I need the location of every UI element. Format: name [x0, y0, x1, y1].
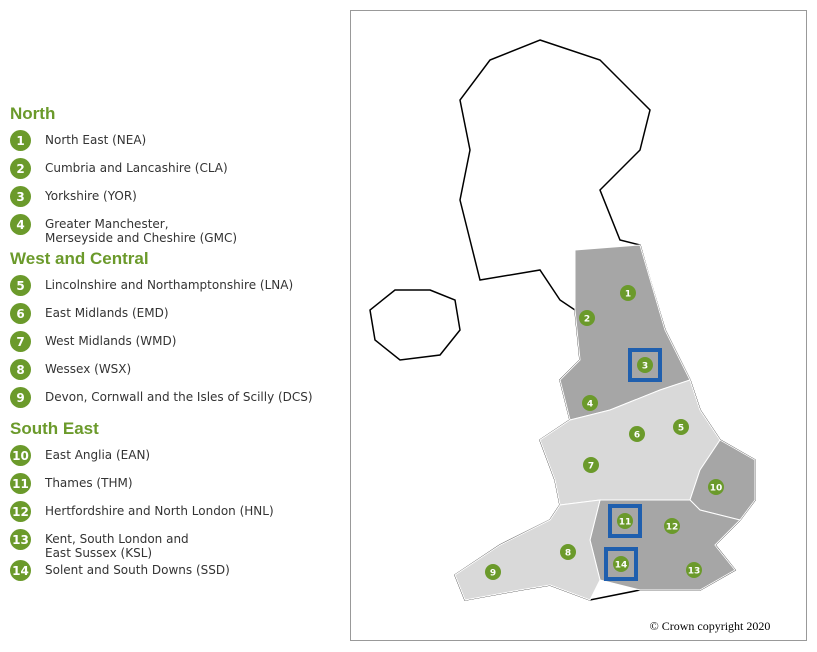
item-label: West Midlands (WMD) [45, 334, 177, 348]
legend-item: 8 Wessex (WSX) [10, 359, 345, 387]
group-title: North [10, 104, 56, 123]
legend-item: 6 East Midlands (EMD) [10, 303, 345, 331]
item-label: Cumbria and Lancashire (CLA) [45, 161, 228, 175]
number-badge: 4 [10, 214, 31, 235]
legend-item: 13 Kent, South London and East Sussex (KS… [10, 529, 345, 560]
number-badge: 9 [10, 387, 31, 408]
map-marker-number: 6 [634, 431, 640, 441]
item-label: North East (NEA) [45, 133, 147, 147]
item-label: Solent and South Downs (SSD) [45, 563, 230, 577]
number-badge: 11 [10, 473, 31, 494]
item-label: Greater Manchester, Merseyside and Chesh… [45, 217, 238, 245]
item-label: East Midlands (EMD) [45, 306, 169, 320]
item-label: East Anglia (EAN) [45, 448, 151, 462]
group-title: West and Central [10, 249, 149, 268]
map-marker [664, 518, 680, 534]
map-marker-number: 8 [565, 549, 571, 559]
item-label: Thames (THM) [45, 476, 133, 490]
number-badge: 14 [10, 560, 31, 581]
map-marker [686, 562, 702, 578]
map-marker [673, 419, 689, 435]
highlight-box [628, 348, 662, 382]
northern-ireland [369, 289, 461, 361]
item-label: Devon, Cornwall and the Isles of Scilly … [45, 390, 313, 404]
map-marker [582, 395, 598, 411]
map-marker [583, 457, 599, 473]
map-marker-number: 9 [490, 569, 496, 579]
item-label: Yorkshire (YOR) [45, 189, 137, 203]
legend-item: 14 Solent and South Downs (SSD) [10, 560, 345, 588]
map-marker [485, 564, 501, 580]
map-marker-number: 3 [642, 362, 648, 372]
number-badge: 1 [10, 130, 31, 151]
legend-item: 2 Cumbria and Lancashire (CLA) [10, 158, 345, 186]
legend-item: 10 East Anglia (EAN) [10, 445, 345, 473]
legend-item: 9 Devon, Cornwall and the Isles of Scilly… [10, 387, 345, 415]
number-badge: 3 [10, 186, 31, 207]
map-marker-number: 10 [710, 484, 723, 494]
legend-item: 1 North East (NEA) [10, 130, 345, 158]
map-marker-number: 11 [619, 518, 632, 528]
map-marker-number: 12 [666, 523, 679, 533]
item-label: Wessex (WSX) [45, 362, 132, 376]
map-marker [617, 513, 633, 529]
map-marker-number: 13 [688, 567, 701, 577]
legend-item: 5 Lincolnshire and Northamptonshire (LNA) [10, 275, 345, 303]
map-marker [708, 479, 724, 495]
map-marker [629, 426, 645, 442]
map-marker [560, 544, 576, 560]
legend-item: 4 Greater Manchester, Merseyside and Ches… [10, 214, 345, 245]
number-badge: 10 [10, 445, 31, 466]
map-marker [579, 310, 595, 326]
item-label: Lincolnshire and Northamptonshire (LNA) [45, 278, 294, 292]
number-badge: 13 [10, 529, 31, 550]
highlight-box [608, 504, 642, 538]
map-marker [613, 556, 629, 572]
map-marker [637, 357, 653, 373]
number-badge: 7 [10, 331, 31, 352]
number-badge: 2 [10, 158, 31, 179]
map-marker-number: 1 [625, 290, 631, 300]
legend-item: 12 Hertfordshire and North London (HNL) [10, 501, 345, 529]
copyright: © Crown copyright 2020 [650, 619, 771, 633]
highlight-box [604, 547, 638, 581]
number-badge: 6 [10, 303, 31, 324]
number-badge: 5 [10, 275, 31, 296]
map-marker-number: 4 [587, 400, 593, 410]
group-title: South East [10, 419, 99, 438]
number-badge: 8 [10, 359, 31, 380]
legend-item: 11 Thames (THM) [10, 473, 345, 501]
legend-item: 7 West Midlands (WMD) [10, 331, 345, 359]
number-badge: 12 [10, 501, 31, 522]
legend-item: 3 Yorkshire (YOR) [10, 186, 345, 214]
legend: North 1 North East (NEA) 2 Cumbria and Lanca… [10, 100, 345, 588]
item-label: Hertfordshire and North London (HNL) [45, 504, 274, 518]
map-marker-number: 2 [584, 315, 590, 325]
map-marker [620, 285, 636, 301]
map-marker-number: 7 [588, 462, 594, 472]
map-marker-number: 5 [678, 424, 684, 434]
item-label: Kent, South London and East Sussex (KSL) [45, 532, 189, 560]
map-marker-number: 14 [615, 561, 628, 571]
